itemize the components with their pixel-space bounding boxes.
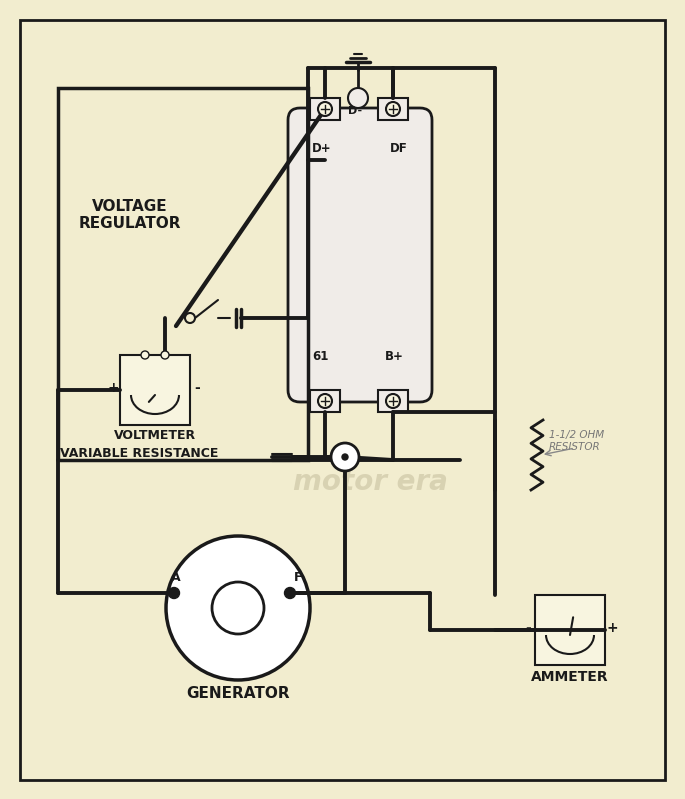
Bar [310, 390, 340, 412]
Text: motor era: motor era [292, 468, 447, 496]
Text: A: A [171, 571, 181, 584]
Circle shape [348, 88, 368, 108]
Circle shape [342, 454, 348, 460]
Bar [535, 595, 605, 665]
Text: 1-1/2 OHM
RESISTOR: 1-1/2 OHM RESISTOR [549, 431, 604, 452]
Text: GENERATOR: GENERATOR [186, 686, 290, 701]
Circle shape [318, 102, 332, 116]
FancyBboxPatch shape [288, 108, 432, 402]
Bar [58, 88, 308, 460]
Text: VOLTAGE
REGULATOR: VOLTAGE REGULATOR [79, 199, 182, 231]
Text: -: - [525, 621, 531, 635]
Circle shape [386, 394, 400, 408]
Text: D-: D- [348, 106, 362, 116]
Text: VOLTMETER: VOLTMETER [114, 429, 196, 442]
Circle shape [141, 351, 149, 359]
Circle shape [185, 313, 195, 323]
Circle shape [318, 394, 332, 408]
Text: AMMETER: AMMETER [531, 670, 609, 684]
Circle shape [284, 587, 295, 598]
Circle shape [331, 443, 359, 471]
Circle shape [161, 351, 169, 359]
Text: B+: B+ [385, 350, 404, 363]
Bar [378, 98, 408, 120]
Text: -: - [194, 381, 200, 395]
Circle shape [169, 587, 179, 598]
Bar [120, 355, 190, 425]
Bar [378, 390, 408, 412]
Text: DF: DF [390, 142, 408, 155]
Circle shape [212, 582, 264, 634]
Circle shape [386, 102, 400, 116]
Text: F: F [294, 571, 302, 584]
Text: +: + [107, 381, 119, 395]
Bar [310, 98, 340, 120]
Text: +: + [606, 621, 618, 635]
Circle shape [166, 536, 310, 680]
Text: D+: D+ [312, 142, 332, 155]
Text: 61: 61 [312, 350, 328, 363]
Text: VARIABLE RESISTANCE: VARIABLE RESISTANCE [60, 447, 219, 460]
